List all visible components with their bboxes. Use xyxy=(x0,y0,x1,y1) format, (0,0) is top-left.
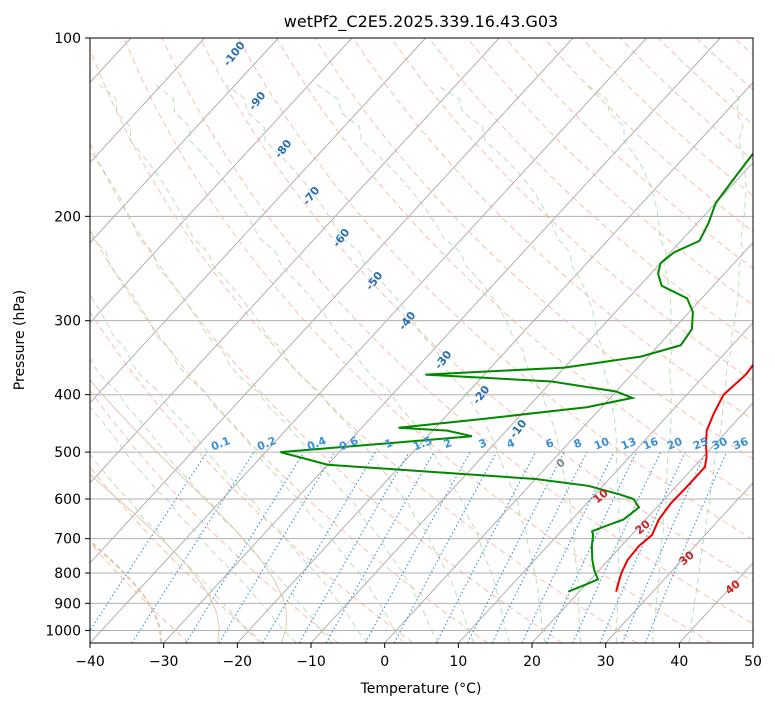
axes: −40 −30 −20 −10 0 10 20 30 40 50 100 200 300 400 500 60… xyxy=(45,31,762,670)
dry-adiabat-line xyxy=(466,38,753,306)
dry-adiabat-line xyxy=(90,47,638,643)
reference-arc xyxy=(90,473,220,643)
dry-adiabat-line xyxy=(199,38,753,582)
mixing-ratio-label: 30 xyxy=(710,435,729,453)
mixing-ratio-line xyxy=(262,451,376,643)
isotherm-line xyxy=(90,38,279,244)
dry-adiabat-line xyxy=(123,38,712,643)
y-axis-label: Pressure (hPa) xyxy=(12,290,28,390)
isotherm-line xyxy=(90,38,426,404)
isotherm-line xyxy=(90,38,574,564)
mixing-ratio-line xyxy=(325,451,435,643)
y-tick-label: 600 xyxy=(54,492,81,508)
x-tick-label: 20 xyxy=(523,654,541,670)
isotherm-line xyxy=(605,482,753,643)
moist-adiabat-line xyxy=(90,356,333,643)
mixing-ratio-line xyxy=(131,451,255,643)
dry-adiabat-line xyxy=(352,38,753,421)
moist-adiabat-line xyxy=(688,84,747,643)
reference-arc xyxy=(90,379,287,643)
dry-adiabat-line xyxy=(90,143,563,643)
y-tick-label: 700 xyxy=(54,532,81,548)
mixing-ratio-line xyxy=(521,451,615,643)
mixing-ratio-label: 36 xyxy=(731,435,750,453)
mixing-ratio-label: 16 xyxy=(641,435,660,453)
moist-adiabat-line xyxy=(99,84,475,643)
isotherm-line xyxy=(163,38,721,643)
mixing-ratio-line xyxy=(218,451,336,643)
isotherm-line xyxy=(384,241,753,643)
isotherm-line xyxy=(531,402,753,643)
x-tick-label: −10 xyxy=(296,654,326,670)
mixing-ratio-label: 8 xyxy=(572,436,584,451)
x-tick-label: −40 xyxy=(75,654,105,670)
isotherm-line xyxy=(90,38,353,324)
dewpoint-profile xyxy=(280,152,753,593)
dry-adiabat-line xyxy=(314,38,753,460)
mixing-ratio-label: 25 xyxy=(691,435,710,453)
dry-adiabat-line xyxy=(161,38,753,625)
x-tick-label: −30 xyxy=(149,654,179,670)
isotherm-line xyxy=(90,38,205,164)
mixing-ratio-label: 1 xyxy=(383,436,395,451)
y-tick-label: 400 xyxy=(54,388,81,404)
mixing-ratio-label: 10 xyxy=(592,435,611,453)
x-tick-label: 50 xyxy=(744,654,762,670)
y-tick-label: 100 xyxy=(54,31,81,47)
mixing-ratio-line xyxy=(644,451,728,643)
y-tick-label: 200 xyxy=(54,209,81,225)
mixing-ratio-line xyxy=(185,451,305,643)
mixing-ratio-line xyxy=(298,451,410,643)
x-tick-label: 30 xyxy=(597,654,615,670)
mixing-ratio-label: 2 xyxy=(442,436,454,451)
mixing-ratio-line xyxy=(545,451,637,643)
isotherm-line xyxy=(90,38,647,643)
y-tick-label: 900 xyxy=(54,596,81,612)
chart-title: wetPf2_C2E5.2025.339.16.43.G03 xyxy=(284,12,558,32)
mixing-ratio-line xyxy=(572,451,662,643)
moist-adiabat-line xyxy=(435,84,621,643)
dry-adiabat-line xyxy=(90,389,339,643)
x-tick-label: −20 xyxy=(223,654,253,670)
dry-adiabat-line xyxy=(276,38,753,500)
mixing-ratio-line xyxy=(393,451,498,643)
x-axis-label: Temperature (°C) xyxy=(360,681,482,697)
moist-adiabat-line xyxy=(155,84,510,643)
x-tick-label: 40 xyxy=(670,654,688,670)
y-tick-label: 1000 xyxy=(45,623,81,639)
moist-adiabat-line xyxy=(316,84,582,643)
x-tick-label: 10 xyxy=(449,654,467,670)
moist-adiabat-line xyxy=(90,228,404,643)
dry-adiabat-line xyxy=(619,38,753,161)
isotherm-line xyxy=(457,321,753,643)
moist-adiabat-line xyxy=(90,150,439,643)
mixing-ratio-line xyxy=(599,451,686,643)
dry-adiabat-line xyxy=(390,38,753,382)
mixing-ratio-label: 3 xyxy=(477,436,489,451)
y-tick-label: 500 xyxy=(54,445,81,461)
mixing-ratio-label: 13 xyxy=(619,435,638,453)
dry-adiabat-line xyxy=(505,38,753,269)
mixing-ratio-label: 20 xyxy=(665,435,684,453)
x-tick-label: 0 xyxy=(380,654,389,670)
y-tick-label: 800 xyxy=(54,566,81,582)
plot-frame xyxy=(89,37,754,644)
dry-adiabat-line xyxy=(90,229,488,643)
mixing-ratio-line xyxy=(364,451,471,643)
mixing-ratio-line xyxy=(621,451,707,643)
moist-adiabat-line xyxy=(586,84,673,643)
moist-adiabat-line xyxy=(226,84,546,643)
dry-adiabat-line xyxy=(90,311,414,643)
background-lines xyxy=(90,38,753,643)
isotherm-line xyxy=(90,38,500,484)
y-tick-label: 300 xyxy=(54,314,81,330)
